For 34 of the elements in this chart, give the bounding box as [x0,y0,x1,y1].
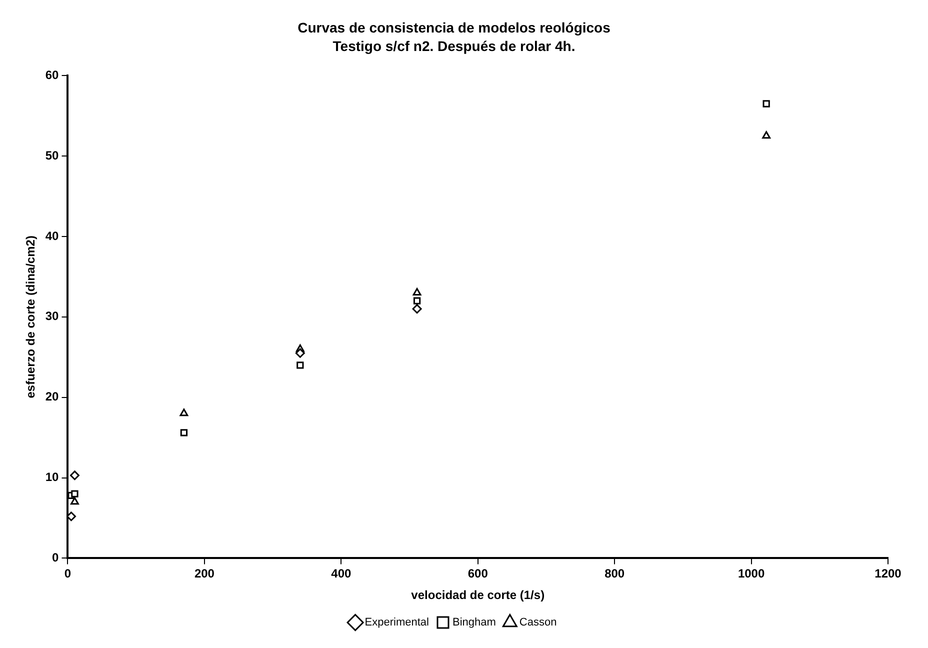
point [180,408,188,416]
x-tick-label: 200 [194,566,215,581]
point [412,288,422,296]
y-tick-label: 10 [45,470,60,484]
point [413,297,421,304]
chart-title: Curvas de consistencia de modelos reológicos [298,19,611,36]
point [70,470,80,480]
point [295,348,305,358]
legend-label: Casson [519,616,557,629]
legend-label: Experimental [364,616,429,629]
y-axis-title: esfuerzo de corte (dina/cm2) [24,236,38,398]
point [71,490,78,498]
x-tick-label: 1200 [874,566,902,581]
y-tick-label: 40 [45,228,60,243]
x-tick-label: 800 [604,566,625,581]
x-tick-label: 0 [64,566,72,581]
point [180,429,188,436]
x-tick-label: 400 [331,566,352,581]
y-tick-label: 30 [45,309,60,324]
point [70,497,79,505]
x-tick-label: 1000 [738,566,765,581]
chart-subtitle: Testigo s/cf n2. Después de rolar 4h. [332,38,576,54]
point [296,362,304,369]
x-axis-title: velocidad de corte (1/s) [411,588,545,602]
y-tick-label: 0 [52,550,60,565]
y-tick-label: 50 [45,148,60,162]
y-tick-label: 20 [45,390,60,404]
point [412,304,422,314]
point [762,100,770,108]
legend-label: Bingham [452,616,496,629]
x-tick-label: 600 [468,566,488,581]
point [68,512,76,522]
y-tick-label: 60 [45,68,60,82]
point [762,131,771,139]
